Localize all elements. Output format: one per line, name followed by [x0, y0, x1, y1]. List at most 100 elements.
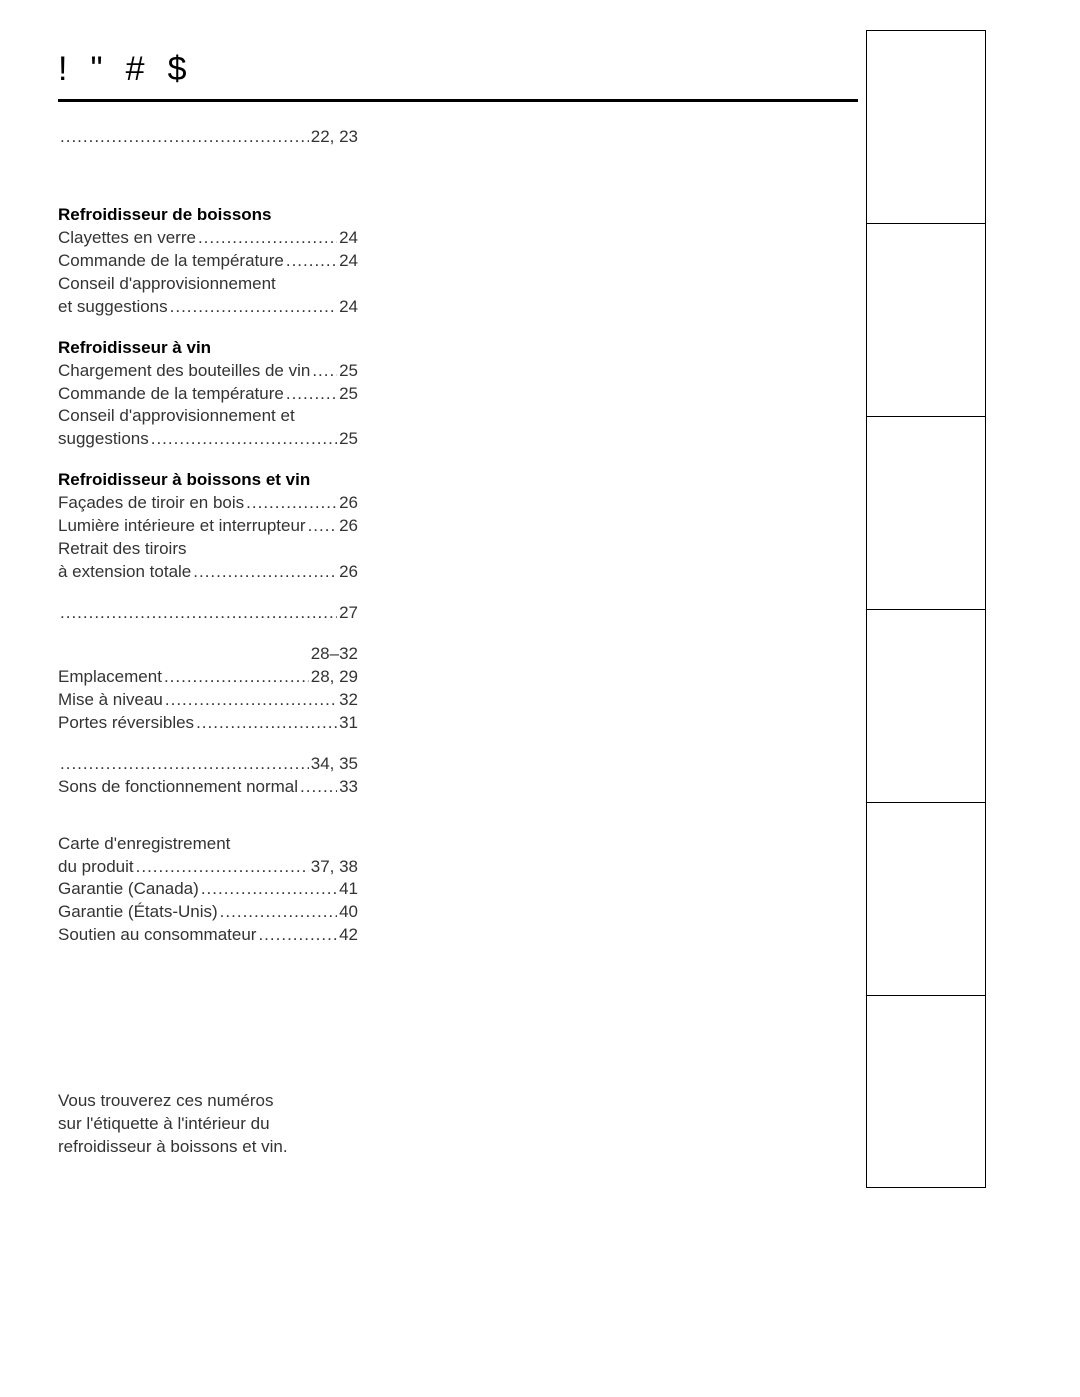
footer-line: Vous trouverez ces numéros	[58, 1090, 358, 1113]
toc-line: Garantie (Canada) 41	[58, 878, 358, 901]
page: ! " # $ 22, 23 Refroidisseur de boissons…	[0, 0, 1080, 947]
toc-label: Clayettes en verre	[58, 227, 196, 250]
toc-label: suggestions	[58, 428, 149, 451]
page-number: 32	[339, 689, 358, 712]
side-tab	[866, 609, 986, 802]
toc-label: Soutien au consommateur	[58, 924, 256, 947]
toc-label: Commande de la température	[58, 383, 284, 406]
dots	[198, 227, 337, 250]
page-number: 37, 38	[311, 856, 358, 879]
toc-line: 28–32	[58, 643, 358, 666]
page-number: 24	[339, 296, 358, 319]
page-number: 25	[339, 428, 358, 451]
toc-line: Conseil d'approvisionnement	[58, 273, 358, 296]
page-number: 28–32	[311, 643, 358, 666]
toc-line: 27	[58, 602, 358, 625]
toc-line: Commande de la température 25	[58, 383, 358, 406]
toc-line: Carte d'enregistrement	[58, 833, 358, 856]
toc-line: Mise à niveau 32	[58, 689, 358, 712]
toc-line: Soutien au consommateur 42	[58, 924, 358, 947]
page-number: 25	[339, 383, 358, 406]
toc-line: Retrait des tiroirs	[58, 538, 358, 561]
page-number: 26	[339, 561, 358, 584]
page-number: 26	[339, 492, 358, 515]
toc-label: Portes réversibles	[58, 712, 194, 735]
toc-line: 34, 35	[58, 753, 358, 776]
footer-note: Vous trouverez ces numéros sur l'étiquet…	[58, 1090, 358, 1159]
toc-label: Conseil d'approvisionnement et	[58, 405, 295, 428]
page-number: 34, 35	[311, 753, 358, 776]
toc-label: du produit	[58, 856, 134, 879]
page-number: 22, 23	[311, 126, 358, 149]
dots	[60, 602, 337, 625]
dots	[151, 428, 337, 451]
toc-line: Commande de la température 24	[58, 250, 358, 273]
dots	[220, 901, 337, 924]
toc-line: suggestions 25	[58, 428, 358, 451]
toc-label: Garantie (Canada)	[58, 878, 199, 901]
toc-line: et suggestions 24	[58, 296, 358, 319]
page-number: 26	[339, 515, 358, 538]
footer-line: sur l'étiquette à l'intérieur du	[58, 1113, 358, 1136]
toc-label: Retrait des tiroirs	[58, 538, 186, 561]
dots	[246, 492, 337, 515]
dots	[201, 878, 337, 901]
section-title: Refroidisseur à boissons et vin	[58, 469, 358, 492]
section-title: Refroidisseur à vin	[58, 337, 358, 360]
dots	[300, 776, 337, 799]
toc-label: Carte d'enregistrement	[58, 833, 230, 856]
toc-label: Chargement des bouteilles de vin	[58, 360, 310, 383]
page-number: 28, 29	[311, 666, 358, 689]
page-number: 24	[339, 250, 358, 273]
page-number: 40	[339, 901, 358, 924]
toc-label: Emplacement	[58, 666, 162, 689]
header-rule	[58, 99, 858, 102]
dots	[312, 360, 337, 383]
toc-label: Garantie (États-Unis)	[58, 901, 218, 924]
dots	[165, 689, 337, 712]
toc-column: 22, 23 Refroidisseur de boissons Clayett…	[58, 126, 358, 947]
page-number: 31	[339, 712, 358, 735]
toc-line: Emplacement 28, 29	[58, 666, 358, 689]
page-number: 27	[339, 602, 358, 625]
toc-line: Chargement des bouteilles de vin 25	[58, 360, 358, 383]
dots	[60, 126, 309, 149]
toc-label: Commande de la température	[58, 250, 284, 273]
page-number: 25	[339, 360, 358, 383]
toc-label: Lumière intérieure et interrupteur	[58, 515, 306, 538]
dots	[196, 712, 337, 735]
toc-line: Garantie (États-Unis) 40	[58, 901, 358, 924]
toc-line: Clayettes en verre 24	[58, 227, 358, 250]
toc-label: Sons de fonctionnement normal	[58, 776, 298, 799]
side-tab	[866, 416, 986, 609]
side-tab	[866, 30, 986, 223]
toc-label: Façades de tiroir en bois	[58, 492, 244, 515]
toc-line: Portes réversibles 31	[58, 712, 358, 735]
toc-intro-line: 22, 23	[58, 126, 358, 149]
section-title: Refroidisseur de boissons	[58, 204, 358, 227]
toc-line: Sons de fonctionnement normal 33	[58, 776, 358, 799]
page-number: 42	[339, 924, 358, 947]
toc-line: Lumière intérieure et interrupteur 26	[58, 515, 358, 538]
dots	[164, 666, 309, 689]
toc-line: à extension totale 26	[58, 561, 358, 584]
page-number: 24	[339, 227, 358, 250]
dots	[258, 924, 337, 947]
toc-line: du produit 37, 38	[58, 856, 358, 879]
toc-label: et suggestions	[58, 296, 168, 319]
dots	[286, 250, 337, 273]
toc-line: Façades de tiroir en bois 26	[58, 492, 358, 515]
footer-line: refroidisseur à boissons et vin.	[58, 1136, 358, 1159]
page-number: 41	[339, 878, 358, 901]
side-tab	[866, 802, 986, 995]
dots	[193, 561, 337, 584]
toc-line: Conseil d'approvisionnement et	[58, 405, 358, 428]
dots	[170, 296, 337, 319]
dots	[60, 753, 309, 776]
side-tab	[866, 995, 986, 1188]
toc-label: Conseil d'approvisionnement	[58, 273, 276, 296]
dots	[308, 515, 338, 538]
side-tab	[866, 223, 986, 416]
dots	[286, 383, 337, 406]
page-number: 33	[339, 776, 358, 799]
